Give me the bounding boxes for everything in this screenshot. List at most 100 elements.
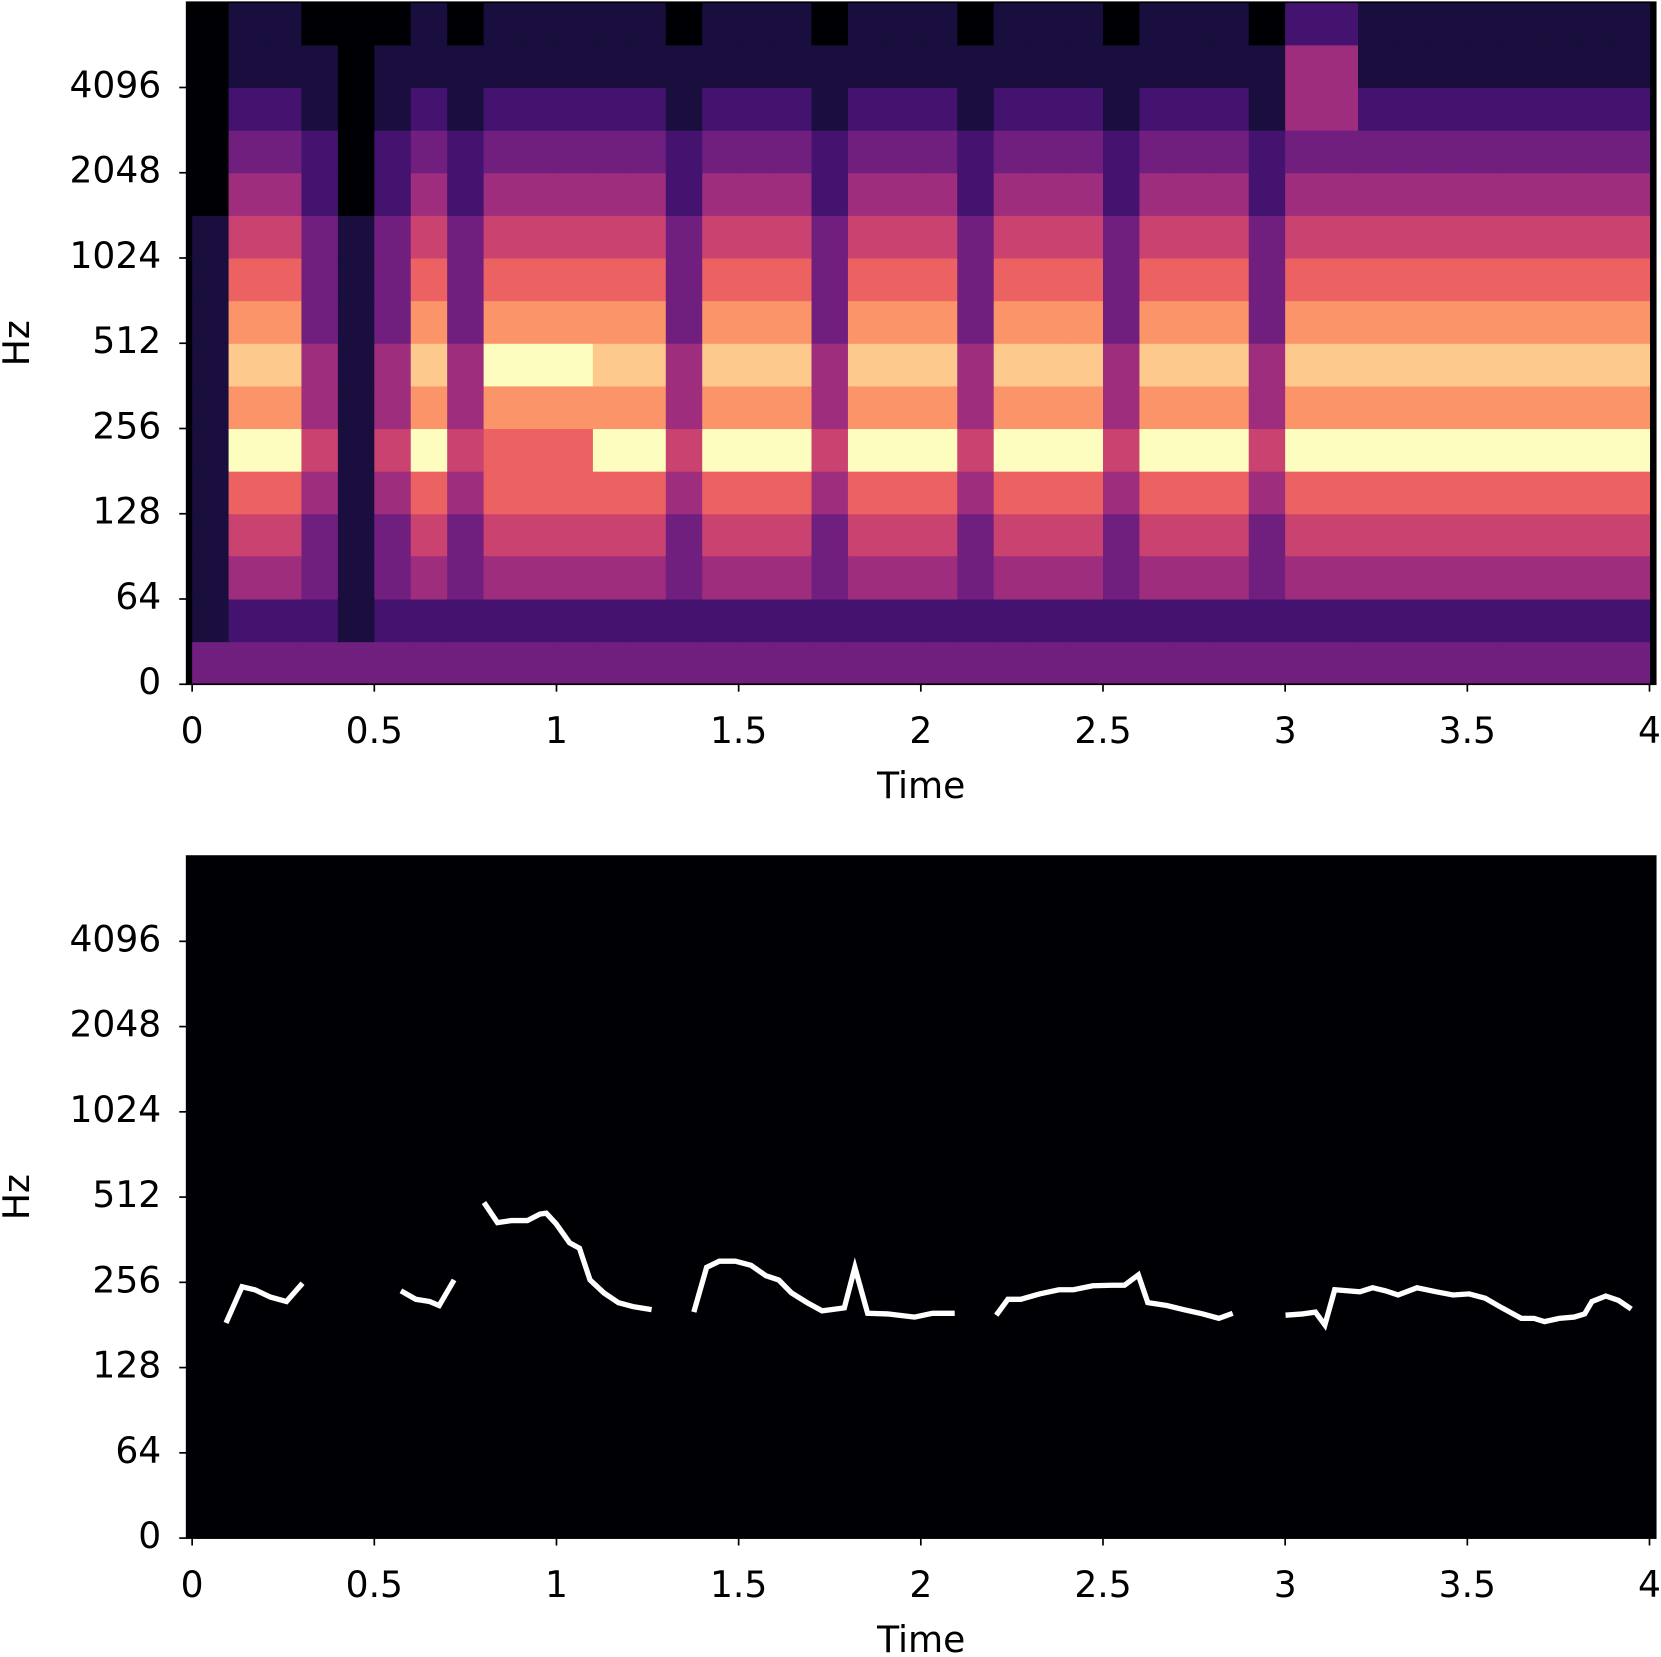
- heatmap-cell: [993, 130, 1031, 174]
- heatmap-cell: [1613, 300, 1651, 344]
- heatmap-cell: [1576, 300, 1614, 344]
- heatmap-cell: [1503, 471, 1541, 515]
- heatmap-cell: [1394, 471, 1432, 515]
- heatmap-cell: [1212, 471, 1250, 515]
- heatmap-cell: [192, 428, 230, 472]
- heatmap-cell: [1175, 513, 1213, 557]
- heatmap-cell: [1102, 130, 1140, 174]
- heatmap-cell: [1285, 598, 1323, 643]
- heatmap-cell: [847, 172, 885, 216]
- heatmap-cell: [811, 641, 849, 685]
- heatmap-cell: [265, 471, 302, 515]
- heatmap-cell: [1394, 513, 1432, 557]
- heatmap-cell: [483, 471, 521, 515]
- heatmap-cell: [1175, 428, 1213, 472]
- heatmap-cell: [1139, 130, 1177, 174]
- heatmap-cell: [1030, 598, 1068, 643]
- heatmap-cell: [1613, 471, 1651, 515]
- heatmap-cell: [556, 2, 594, 46]
- heatmap-cell: [847, 385, 885, 430]
- heatmap-cell: [1467, 44, 1505, 89]
- heatmap-cell: [1285, 513, 1323, 557]
- heatmap-cell: [1358, 130, 1395, 174]
- heatmap-cell: [1066, 215, 1104, 259]
- heatmap-cell: [1285, 87, 1323, 131]
- heatmap-cell: [1066, 385, 1104, 430]
- heatmap-cell: [192, 130, 230, 174]
- heatmap-cell: [1613, 555, 1651, 600]
- heatmap-cell: [920, 555, 958, 600]
- heatmap-cell: [447, 598, 485, 643]
- heatmap-cell: [483, 300, 521, 344]
- heatmap-cell: [410, 555, 448, 600]
- heatmap-cell: [1576, 2, 1614, 46]
- heatmap-cell: [1576, 44, 1614, 89]
- heatmap-cell: [1248, 641, 1286, 685]
- heatmap-cell: [1175, 130, 1213, 174]
- heatmap-cell: [957, 2, 995, 46]
- heatmap-cell: [1467, 471, 1505, 515]
- heatmap-cell: [847, 215, 885, 259]
- heatmap-cell: [1467, 385, 1505, 430]
- heatmap-cell: [265, 385, 302, 430]
- heatmap-cell: [1066, 555, 1104, 600]
- heatmap-cell: [957, 44, 995, 89]
- heatmap-cell: [1102, 598, 1140, 643]
- heatmap-cell: [1066, 471, 1104, 515]
- heatmap-cell: [374, 513, 412, 557]
- x-tick-label: 1: [545, 710, 568, 752]
- heatmap-cell: [1175, 598, 1213, 643]
- heatmap-cell: [1139, 2, 1177, 46]
- heatmap-cell: [556, 598, 594, 643]
- heatmap-cell: [228, 385, 266, 430]
- heatmap-cell: [738, 641, 776, 685]
- heatmap-cell: [738, 172, 776, 216]
- heatmap-cell: [1613, 513, 1651, 557]
- heatmap-cell: [410, 172, 448, 216]
- y-tick-label: 4096: [69, 64, 161, 106]
- heatmap-cell: [665, 300, 703, 344]
- heatmap-cell: [1394, 343, 1432, 387]
- heatmap-cell: [1503, 428, 1541, 472]
- heatmap-cell: [1540, 215, 1578, 259]
- heatmap-cell: [993, 555, 1031, 600]
- heatmap-cell: [775, 471, 813, 515]
- x-tick-label: 3.5: [1439, 710, 1496, 752]
- heatmap-cell: [1212, 555, 1250, 600]
- heatmap-cell: [738, 300, 776, 344]
- heatmap-cell: [993, 257, 1031, 302]
- heatmap-cell: [1540, 555, 1578, 600]
- heatmap-cell: [1139, 641, 1177, 685]
- heatmap-cell: [811, 343, 849, 387]
- x-tick-label: 1.5: [710, 1564, 767, 1606]
- heatmap-cell: [1030, 641, 1068, 685]
- heatmap-cell: [1248, 87, 1286, 131]
- y-tick-label: 2048: [69, 150, 161, 192]
- heatmap-cell: [1285, 44, 1323, 89]
- heatmap-cell: [1248, 471, 1286, 515]
- heatmap-cell: [1285, 428, 1323, 472]
- heatmap-cell: [1066, 257, 1104, 302]
- heatmap-cell: [702, 257, 740, 302]
- heatmap-cell: [738, 513, 776, 557]
- heatmap-cell: [847, 555, 885, 600]
- heatmap-cell: [483, 428, 521, 472]
- heatmap-cell: [993, 44, 1031, 89]
- heatmap-cell: [1066, 2, 1104, 46]
- heatmap-cell: [702, 555, 740, 600]
- y-axis-label: Hz: [0, 1174, 38, 1220]
- heatmap-cell: [483, 87, 521, 131]
- heatmap-cell: [1066, 172, 1104, 216]
- y-tick-label: 512: [92, 320, 161, 362]
- heatmap-cell: [775, 428, 813, 472]
- heatmap-cell: [1503, 2, 1541, 46]
- heatmap-cell: [1102, 87, 1140, 131]
- heatmap-cell: [1030, 428, 1068, 472]
- heatmap-cell: [957, 300, 995, 344]
- heatmap-cell: [447, 641, 485, 685]
- heatmap-cell: [1175, 385, 1213, 430]
- x-tick-label: 1.5: [710, 710, 767, 752]
- heatmap-cell: [265, 641, 302, 685]
- heatmap-cell: [1285, 555, 1323, 600]
